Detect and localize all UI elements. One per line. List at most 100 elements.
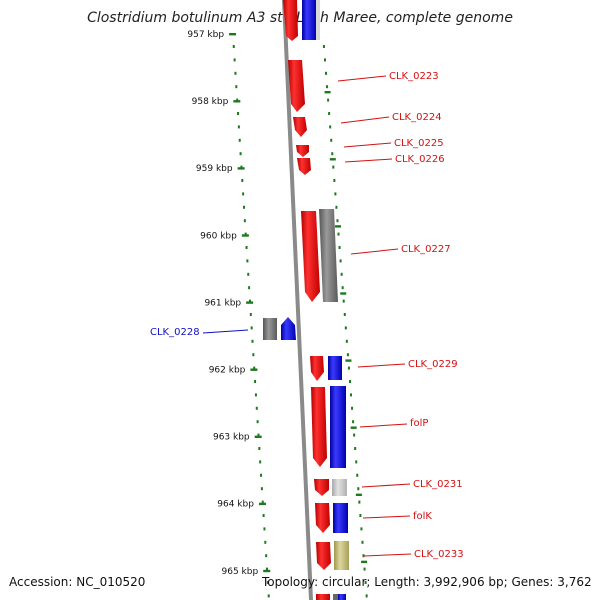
scale-dot bbox=[260, 487, 263, 491]
scale-dot bbox=[352, 420, 355, 424]
right-scale-ticks bbox=[322, 45, 368, 598]
gene-label[interactable]: CLK_0233 bbox=[414, 549, 464, 560]
kbp-tick-label: 963 kbp bbox=[213, 433, 250, 443]
scale-dot bbox=[325, 71, 328, 75]
scale-dot bbox=[330, 138, 333, 142]
scale-dot bbox=[261, 500, 264, 504]
major-tick bbox=[254, 435, 262, 438]
scale-dot bbox=[237, 112, 240, 115]
scale-dot bbox=[239, 152, 242, 156]
scale-dot bbox=[344, 326, 347, 330]
scale-dot bbox=[238, 138, 241, 142]
scale-dot bbox=[326, 85, 329, 89]
scale-dot bbox=[365, 594, 368, 598]
major-tick bbox=[355, 493, 362, 496]
scale-dot bbox=[245, 246, 248, 249]
scale-dot bbox=[348, 380, 351, 383]
gene-label[interactable]: CLK_0224 bbox=[392, 112, 442, 123]
scale-dot bbox=[327, 98, 330, 102]
kbp-tick-label: 965 kbp bbox=[222, 567, 259, 577]
scale-dot bbox=[342, 299, 345, 303]
major-tick bbox=[340, 292, 347, 295]
topology-label: Topology: circular; Length: 3,992,906 bp… bbox=[262, 575, 592, 589]
scale-dot bbox=[323, 58, 326, 62]
scale-dot bbox=[233, 58, 236, 62]
leader-clk-0223 bbox=[337, 75, 387, 82]
scale-dot bbox=[359, 514, 362, 517]
gene-feature-clk-0227-red bbox=[301, 211, 320, 302]
scale-dot bbox=[263, 527, 266, 531]
major-tick bbox=[250, 368, 258, 371]
gene-feature-folk-blue bbox=[333, 503, 348, 533]
gene-label[interactable]: CLK_0231 bbox=[413, 479, 463, 490]
kbp-tick-label: 962 kbp bbox=[209, 366, 246, 376]
scale-dot bbox=[256, 420, 259, 424]
gene-feature-clk-0226 bbox=[297, 158, 311, 175]
major-tick bbox=[350, 426, 357, 429]
kbp-tick-label: 960 kbp bbox=[200, 231, 237, 241]
scale-dot bbox=[347, 366, 350, 370]
scale-dot bbox=[335, 205, 338, 209]
gene-feature-clk-0231-red bbox=[314, 479, 329, 496]
leader-clk-0226 bbox=[344, 158, 393, 163]
scale-dot bbox=[237, 125, 240, 129]
scale-dot bbox=[240, 165, 243, 169]
scale-dot bbox=[353, 433, 356, 437]
major-tick bbox=[233, 100, 241, 103]
scale-dot bbox=[364, 581, 367, 584]
scale-dot bbox=[252, 353, 255, 357]
left-scale-ticks bbox=[229, 33, 271, 598]
kbp-tick-label: 964 kbp bbox=[217, 500, 254, 510]
scale-dot bbox=[253, 366, 256, 370]
gene-feature-folp-red bbox=[311, 387, 327, 467]
scale-dot bbox=[333, 179, 336, 182]
gene-label[interactable]: folK bbox=[413, 511, 432, 522]
scale-dot bbox=[360, 527, 363, 531]
kbp-tick-label: 958 kbp bbox=[192, 97, 229, 107]
gene-label[interactable]: CLK_0226 bbox=[395, 154, 445, 165]
scale-dot bbox=[255, 406, 258, 410]
scale-dot bbox=[336, 219, 339, 223]
gene-label[interactable]: CLK_0223 bbox=[389, 71, 439, 82]
scale-dot bbox=[232, 45, 235, 48]
scale-dot bbox=[250, 326, 253, 330]
scale-dot bbox=[339, 259, 342, 263]
scale-dot bbox=[343, 313, 346, 316]
gene-label[interactable]: folP bbox=[410, 418, 428, 429]
leader-clk-0224 bbox=[340, 116, 390, 124]
gene-feature-bottom-blue bbox=[338, 594, 346, 600]
scale-dot bbox=[345, 339, 348, 343]
genome-backbone bbox=[282, 0, 313, 600]
scale-dot bbox=[265, 554, 268, 558]
label-leader-lines bbox=[202, 75, 412, 557]
scale-dot bbox=[355, 460, 358, 464]
major-tick bbox=[237, 167, 245, 170]
gene-label[interactable]: CLK_0227 bbox=[401, 244, 451, 255]
major-tick bbox=[329, 158, 336, 161]
gene-label[interactable]: CLK_0228 bbox=[150, 327, 200, 338]
gene-feature-clk-0223 bbox=[288, 60, 305, 112]
gene-label[interactable]: CLK_0225 bbox=[394, 138, 444, 149]
scale-dot bbox=[350, 393, 353, 397]
leader-clk-0228 bbox=[202, 329, 249, 334]
scale-dot bbox=[340, 272, 343, 276]
scale-dot bbox=[259, 460, 262, 464]
gene-feature-bottom-grey bbox=[333, 594, 338, 600]
scale-dot bbox=[264, 540, 267, 544]
leader-folk bbox=[362, 515, 411, 519]
accession-label: Accession: NC_010520 bbox=[9, 575, 146, 589]
gene-feature-clk-0227-grey bbox=[319, 209, 338, 302]
kbp-tick-label: 959 kbp bbox=[196, 164, 233, 174]
major-tick bbox=[246, 301, 254, 304]
gene-feature-top-red bbox=[283, 0, 298, 41]
scale-dot bbox=[358, 500, 361, 504]
scale-dot bbox=[254, 380, 257, 383]
scale-dot bbox=[267, 594, 270, 598]
leader-clk-0233 bbox=[363, 553, 412, 557]
gene-label[interactable]: CLK_0229 bbox=[408, 359, 458, 370]
scale-dot bbox=[354, 447, 357, 450]
scale-dot bbox=[241, 179, 244, 182]
scale-dot bbox=[235, 85, 238, 89]
major-tick bbox=[324, 91, 331, 94]
